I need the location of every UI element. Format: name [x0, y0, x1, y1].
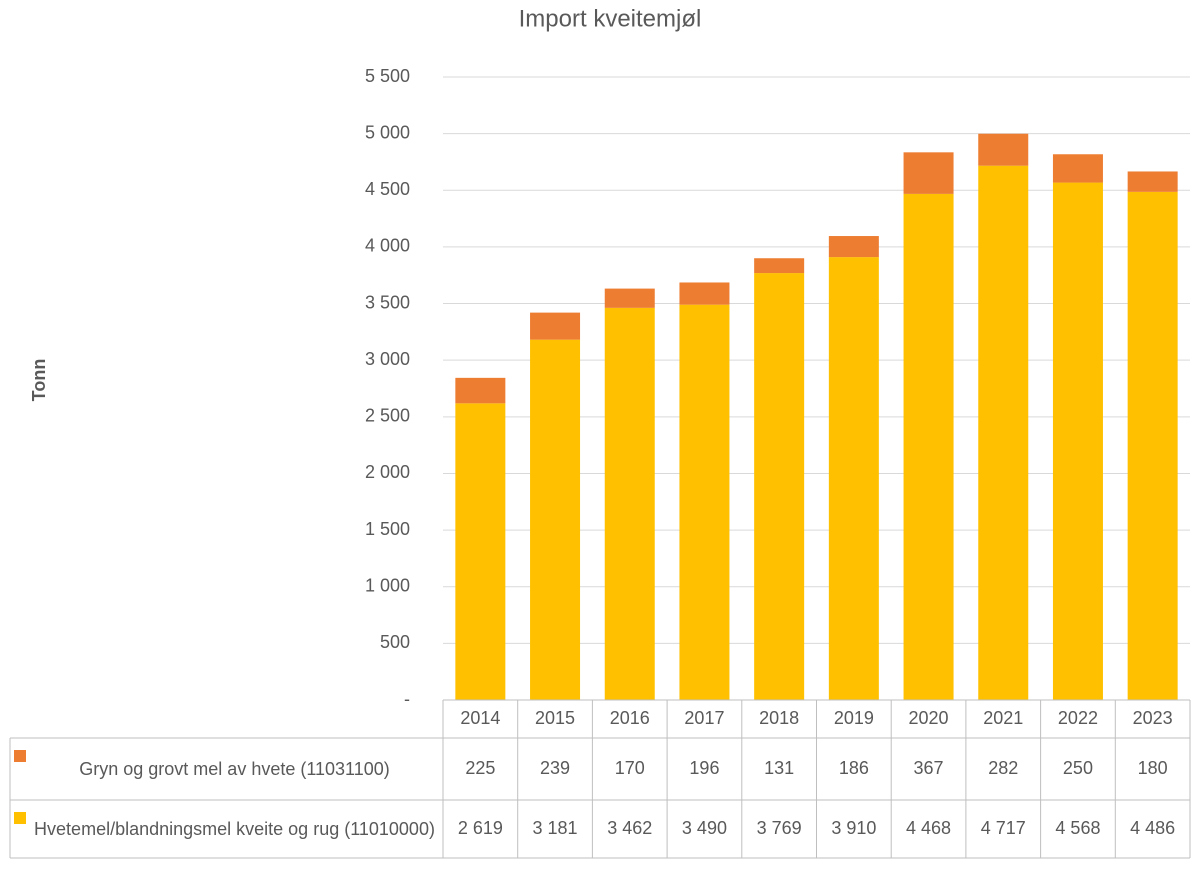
bar-segment [828, 236, 879, 258]
legend-entry: Gryn og grovt mel av hvete (11031100) [79, 759, 390, 779]
legend-entry-box: Hvetemel/blandningsmel kveite og rug (11… [34, 819, 435, 839]
bar-segment [903, 152, 954, 194]
data-table-value: 3 769 [757, 818, 802, 838]
bar-segment [1127, 171, 1178, 192]
bar-segment [679, 304, 730, 700]
data-table-value: 3 181 [533, 818, 578, 838]
y-tick-label: 2 000 [365, 462, 410, 482]
data-table-value: 367 [914, 758, 944, 778]
bar-segment [978, 133, 1029, 166]
bar-segment [604, 307, 655, 700]
bar-segment [455, 403, 506, 700]
data-table-value: 282 [988, 758, 1018, 778]
x-tick-label: 2015 [535, 708, 575, 728]
bar-segment [530, 339, 581, 700]
data-table-value: 4 568 [1055, 818, 1100, 838]
y-tick-label: 4 500 [365, 179, 410, 199]
bar-segment [828, 257, 879, 700]
data-table-value: 186 [839, 758, 869, 778]
data-table-value: 3 462 [607, 818, 652, 838]
x-tick-label: 2021 [983, 708, 1023, 728]
y-tick-label: 4 000 [365, 236, 410, 256]
y-tick-label: 1 500 [365, 519, 410, 539]
data-table-value: 239 [540, 758, 570, 778]
data-table-value: 3 490 [682, 818, 727, 838]
bar-segment [455, 377, 506, 404]
y-tick-label: 3 500 [365, 292, 410, 312]
bar-segment [1127, 191, 1178, 700]
data-table-value: 2 619 [458, 818, 503, 838]
data-table-value: 180 [1138, 758, 1168, 778]
x-tick-label: 2016 [610, 708, 650, 728]
x-tick-label: 2018 [759, 708, 799, 728]
data-table-value: 170 [615, 758, 645, 778]
y-tick-label: 3 000 [365, 349, 410, 369]
x-tick-label: 2019 [834, 708, 874, 728]
bar-segment [754, 258, 805, 274]
x-tick-label: 2014 [460, 708, 500, 728]
data-table-value: 225 [465, 758, 495, 778]
legend-swatch [14, 812, 26, 824]
legend-swatch [14, 750, 26, 762]
data-table-value: 250 [1063, 758, 1093, 778]
x-tick-label: 2023 [1133, 708, 1173, 728]
data-table-value: 196 [689, 758, 719, 778]
bar-segment [679, 282, 730, 305]
x-tick-label: 2022 [1058, 708, 1098, 728]
x-tick-label: 2017 [684, 708, 724, 728]
bar-segment [903, 193, 954, 700]
y-tick-label: - [404, 689, 410, 709]
data-table-value: 4 717 [981, 818, 1026, 838]
chart-title: Import kveitemjøl [519, 5, 702, 32]
data-table-value: 131 [764, 758, 794, 778]
y-tick-label: 5 500 [365, 66, 410, 86]
y-axis-label: Tonn [29, 359, 49, 402]
x-tick-label: 2020 [909, 708, 949, 728]
data-table-value: 4 468 [906, 818, 951, 838]
y-tick-label: 1 000 [365, 575, 410, 595]
y-tick-label: 500 [380, 632, 410, 652]
legend-entry-box: Gryn og grovt mel av hvete (11031100) [79, 759, 390, 779]
bar-segment [1052, 182, 1103, 700]
bar-segment [1052, 154, 1103, 183]
y-tick-label: 5 000 [365, 122, 410, 142]
legend-entry: Hvetemel/blandningsmel kveite og rug (11… [34, 819, 435, 839]
bar-segment [530, 312, 581, 340]
data-table-value: 3 910 [831, 818, 876, 838]
bar-segment [978, 165, 1029, 700]
bar-segment [754, 273, 805, 700]
bar-segment [604, 288, 655, 308]
data-table-value: 4 486 [1130, 818, 1175, 838]
y-tick-label: 2 500 [365, 406, 410, 426]
